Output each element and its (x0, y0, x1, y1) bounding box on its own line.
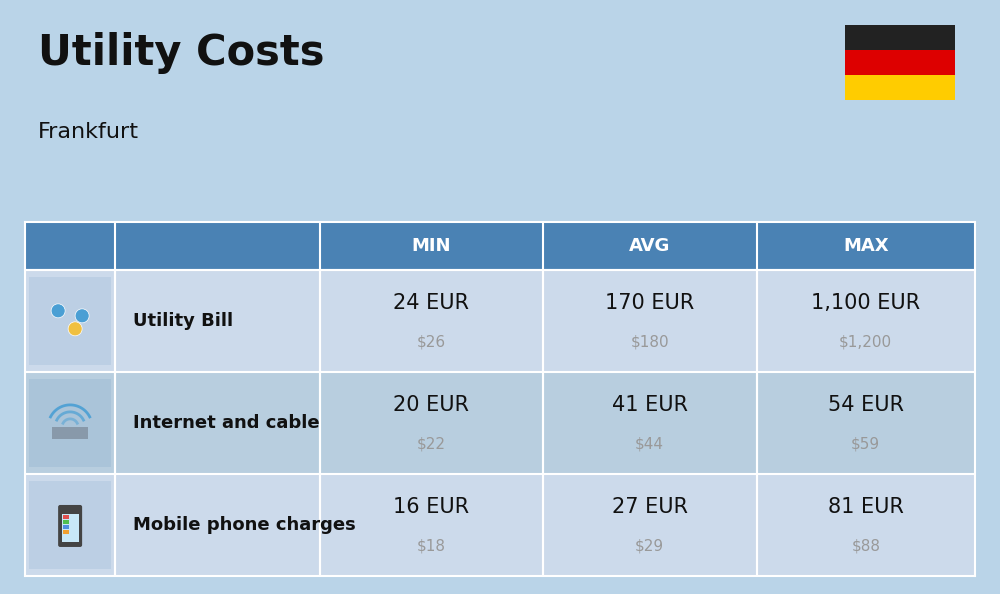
Bar (29, 481, 111, 569)
Text: $180: $180 (630, 334, 669, 349)
Text: Utility Costs: Utility Costs (38, 32, 324, 74)
Bar (845, 75, 955, 100)
Bar (25, 372, 975, 474)
Text: $18: $18 (417, 539, 446, 554)
Text: 24 EUR: 24 EUR (393, 293, 469, 313)
Bar (25, 270, 975, 372)
Text: Utility Bill: Utility Bill (133, 312, 233, 330)
Text: 27 EUR: 27 EUR (612, 497, 688, 517)
Text: AVG: AVG (629, 237, 670, 255)
Text: Mobile phone charges: Mobile phone charges (133, 516, 356, 534)
Text: $22: $22 (417, 437, 446, 451)
Bar (29, 277, 111, 365)
Bar (845, 25, 955, 50)
Text: Frankfurt: Frankfurt (38, 122, 139, 142)
Text: 41 EUR: 41 EUR (612, 395, 688, 415)
Text: 16 EUR: 16 EUR (393, 497, 469, 517)
Text: Internet and cable: Internet and cable (133, 414, 320, 432)
Bar (52, 427, 88, 439)
Text: 1,100 EUR: 1,100 EUR (811, 293, 920, 313)
Text: 20 EUR: 20 EUR (393, 395, 469, 415)
Text: 81 EUR: 81 EUR (828, 497, 904, 517)
Text: $29: $29 (635, 539, 664, 554)
Bar (25, 222, 975, 270)
Bar (25, 474, 975, 576)
Circle shape (75, 309, 89, 323)
Bar (62, 514, 79, 542)
Text: MIN: MIN (411, 237, 451, 255)
FancyBboxPatch shape (58, 505, 82, 547)
Bar (63, 515, 69, 519)
Text: MAX: MAX (843, 237, 889, 255)
Text: $88: $88 (851, 539, 880, 554)
Text: $1,200: $1,200 (839, 334, 892, 349)
Bar (29, 379, 111, 467)
Text: $59: $59 (851, 437, 880, 451)
Bar (63, 525, 69, 529)
Text: $26: $26 (417, 334, 446, 349)
Bar (845, 50, 955, 75)
Text: 54 EUR: 54 EUR (828, 395, 904, 415)
Bar (63, 530, 69, 534)
Text: $44: $44 (635, 437, 664, 451)
Circle shape (51, 304, 65, 318)
Bar (63, 520, 69, 524)
Circle shape (68, 322, 82, 336)
Text: 170 EUR: 170 EUR (605, 293, 694, 313)
